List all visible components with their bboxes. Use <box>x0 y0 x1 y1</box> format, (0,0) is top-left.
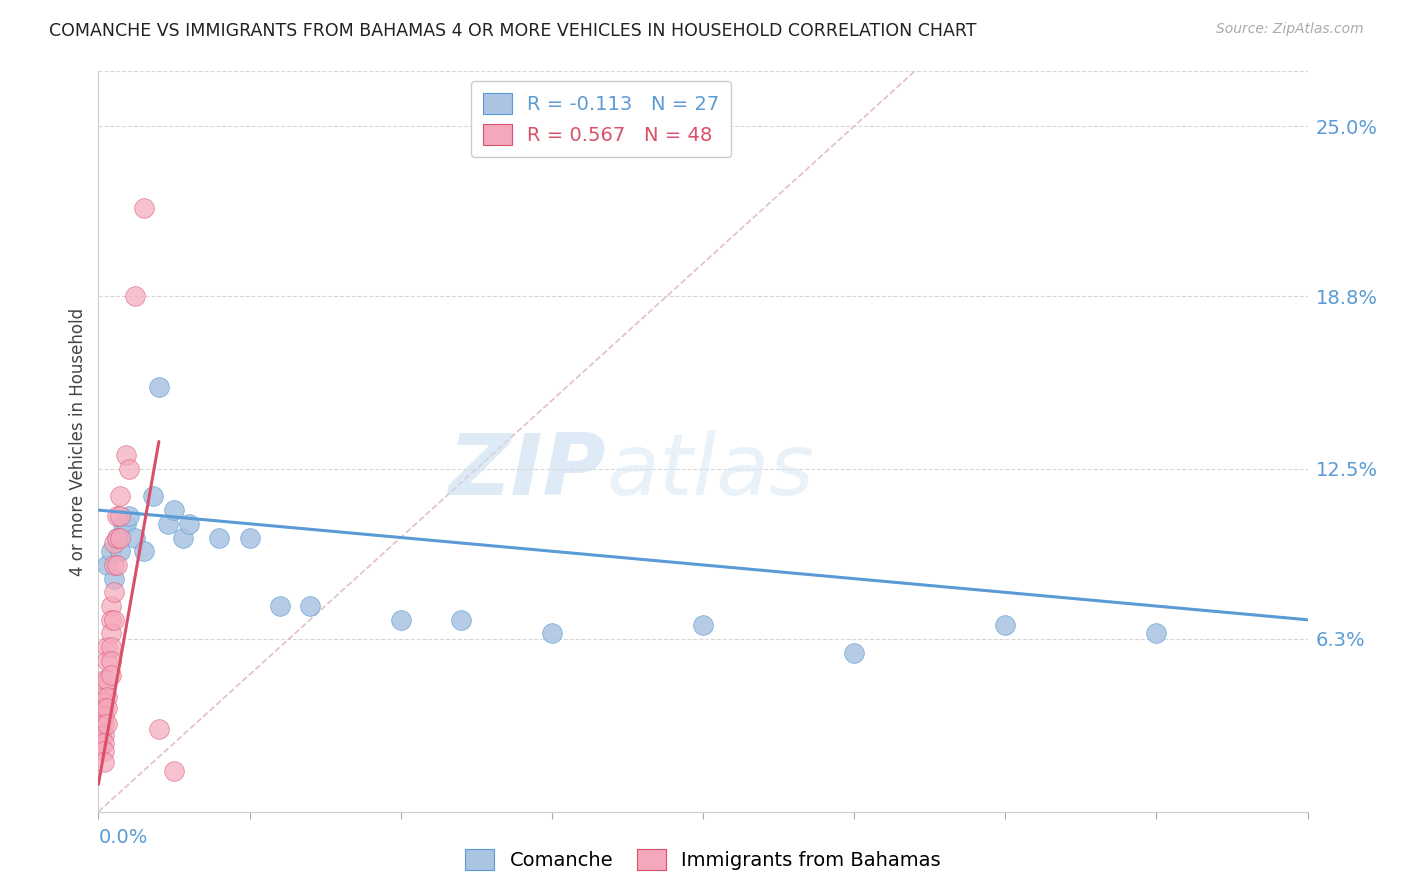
Point <box>148 380 170 394</box>
Point <box>108 544 131 558</box>
Point <box>105 531 128 545</box>
Point <box>90 723 112 737</box>
Legend: Comanche, Immigrants from Bahamas: Comanche, Immigrants from Bahamas <box>457 841 949 878</box>
Point <box>100 626 122 640</box>
Text: ZIP: ZIP <box>449 430 606 513</box>
Legend: R = -0.113   N = 27, R = 0.567   N = 48: R = -0.113 N = 27, R = 0.567 N = 48 <box>471 81 731 156</box>
Point <box>450 613 472 627</box>
Point <box>100 654 122 668</box>
Point <box>90 690 112 704</box>
Point <box>1144 626 1167 640</box>
Point <box>179 516 201 531</box>
Point <box>93 681 115 696</box>
Point <box>156 516 179 531</box>
Point <box>96 673 118 687</box>
Point <box>100 599 122 613</box>
Point <box>132 544 155 558</box>
Point <box>103 558 125 572</box>
Point <box>96 640 118 655</box>
Point <box>90 717 112 731</box>
Text: 0.0%: 0.0% <box>98 828 148 847</box>
Point <box>90 714 112 729</box>
Point <box>118 462 141 476</box>
Text: atlas: atlas <box>606 430 814 513</box>
Point <box>90 728 112 742</box>
Point <box>299 599 322 613</box>
Point <box>93 736 115 750</box>
Point <box>96 690 118 704</box>
Point <box>540 626 562 640</box>
Point <box>93 744 115 758</box>
Point <box>269 599 291 613</box>
Point <box>96 654 118 668</box>
Point <box>163 503 186 517</box>
Point <box>994 618 1017 632</box>
Y-axis label: 4 or more Vehicles in Household: 4 or more Vehicles in Household <box>69 308 87 575</box>
Point <box>96 558 118 572</box>
Point <box>844 646 866 660</box>
Point <box>90 695 112 709</box>
Point <box>93 695 115 709</box>
Point <box>142 489 165 503</box>
Point <box>100 544 122 558</box>
Point <box>124 289 146 303</box>
Point <box>105 508 128 523</box>
Point <box>239 531 262 545</box>
Point <box>124 531 146 545</box>
Point <box>172 531 194 545</box>
Text: COMANCHE VS IMMIGRANTS FROM BAHAMAS 4 OR MORE VEHICLES IN HOUSEHOLD CORRELATION : COMANCHE VS IMMIGRANTS FROM BAHAMAS 4 OR… <box>49 22 977 40</box>
Point <box>100 640 122 655</box>
Point <box>90 733 112 747</box>
Point <box>103 585 125 599</box>
Point <box>208 531 231 545</box>
Point <box>108 508 131 523</box>
Point <box>108 531 131 545</box>
Point <box>100 667 122 681</box>
Point <box>111 516 134 531</box>
Point <box>93 700 115 714</box>
Point <box>93 728 115 742</box>
Point <box>103 572 125 586</box>
Point <box>105 531 128 545</box>
Point <box>114 448 136 462</box>
Point <box>93 673 115 687</box>
Point <box>96 700 118 714</box>
Point <box>692 618 714 632</box>
Point <box>105 558 128 572</box>
Point <box>90 708 112 723</box>
Point <box>148 723 170 737</box>
Point <box>93 717 115 731</box>
Point <box>389 613 412 627</box>
Point <box>100 613 122 627</box>
Point <box>90 739 112 753</box>
Point <box>163 764 186 778</box>
Point <box>103 613 125 627</box>
Point <box>93 708 115 723</box>
Point <box>103 536 125 550</box>
Point <box>108 489 131 503</box>
Point <box>93 756 115 770</box>
Text: Source: ZipAtlas.com: Source: ZipAtlas.com <box>1216 22 1364 37</box>
Point <box>96 717 118 731</box>
Point <box>132 202 155 216</box>
Point <box>90 700 112 714</box>
Point <box>114 516 136 531</box>
Point <box>118 508 141 523</box>
